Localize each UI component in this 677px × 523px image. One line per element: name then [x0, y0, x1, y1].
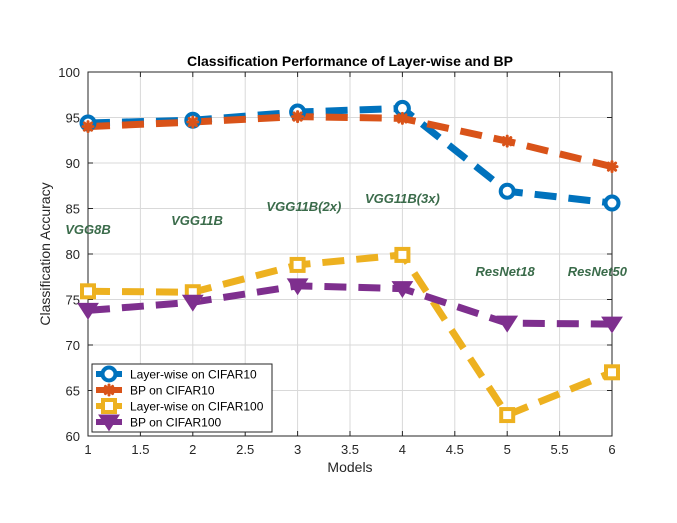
- ticks: 1 1.5 2 2.5 3 3.5 4 4.5 5 5.5 6 60 65 70 75 80 85 90 95 100: [58, 65, 615, 457]
- legend-swatch-marker: [101, 398, 117, 414]
- series-lines: [87, 104, 614, 419]
- model-annotation: VGG11B: [171, 213, 223, 228]
- series-3-point: [286, 278, 309, 296]
- legend: Layer-wise on CIFAR10 BP on CIFAR10 Layer-…: [91, 363, 273, 433]
- y-tick-label: 70: [66, 338, 80, 353]
- y-tick-label: 65: [66, 384, 80, 399]
- x-tick-label: 6: [608, 442, 615, 457]
- series-1-point: [500, 134, 514, 148]
- x-axis-label: Models: [327, 459, 372, 475]
- series-2-point: [289, 256, 306, 273]
- y-tick-label: 85: [66, 202, 80, 217]
- legend-swatch-marker: [102, 383, 116, 397]
- y-tick-label: 100: [58, 65, 80, 80]
- x-tick-label: 4.5: [446, 442, 464, 457]
- x-tick-label: 5: [504, 442, 511, 457]
- legend-entry: BP on CIFAR100: [96, 414, 221, 432]
- series-1-point: [605, 160, 619, 174]
- legend-label: Layer-wise on CIFAR100: [130, 400, 264, 414]
- series-2-point: [394, 246, 411, 263]
- series-markers: [77, 99, 623, 424]
- series-1-point: [291, 110, 305, 124]
- x-tick-label: 3.5: [341, 442, 359, 457]
- legend-swatch-marker: [100, 365, 118, 383]
- series-1-point: [395, 111, 409, 125]
- series-3-point: [601, 316, 623, 334]
- x-tick-label: 3: [294, 442, 301, 457]
- series-line-1: [87, 113, 613, 171]
- chart-title: Classification Performance of Layer-wise…: [187, 53, 513, 69]
- legend-label: Layer-wise on CIFAR10: [130, 368, 257, 382]
- y-axis-label: Classification Accuracy: [37, 182, 53, 325]
- y-tick-label: 75: [66, 293, 80, 308]
- legend-label: BP on CIFAR100: [130, 416, 221, 430]
- x-tick-label: 1.5: [131, 442, 149, 457]
- x-tick-label: 2: [189, 442, 196, 457]
- x-tick-label: 2.5: [236, 442, 254, 457]
- y-tick-label: 60: [66, 429, 80, 444]
- y-tick-label: 95: [66, 111, 80, 126]
- series-3-point: [181, 294, 204, 312]
- x-tick-label: 5.5: [551, 442, 569, 457]
- series-3-point: [496, 315, 519, 333]
- series-3-point: [391, 281, 414, 299]
- model-annotation: ResNet18: [475, 264, 535, 279]
- series-1-point: [186, 115, 200, 129]
- y-tick-label: 90: [66, 156, 80, 171]
- series-0-point: [603, 194, 621, 212]
- model-annotation: ResNet50: [568, 264, 628, 279]
- annotations: VGG8B VGG11B VGG11B(2x) VGG11B(3x) ResNet18 R…: [65, 191, 627, 279]
- model-annotation: VGG8B: [65, 222, 111, 237]
- series-2-point: [604, 364, 620, 381]
- legend-entry: Layer-wise on CIFAR100: [96, 398, 264, 414]
- series-line-3: [87, 282, 613, 328]
- legend-entry: Layer-wise on CIFAR10: [96, 365, 257, 383]
- legend-swatch-marker: [98, 414, 120, 432]
- x-tick-label: 1: [84, 442, 91, 457]
- legend-entry: BP on CIFAR10: [96, 383, 215, 398]
- series-3-point: [77, 302, 99, 320]
- series-2-point: [499, 407, 516, 424]
- y-tick-label: 80: [66, 247, 80, 262]
- series-2-point: [80, 283, 96, 300]
- model-annotation: VGG11B(2x): [266, 199, 341, 214]
- series-0-point: [498, 182, 516, 200]
- series-line-2: [87, 251, 614, 419]
- legend-label: BP on CIFAR10: [130, 384, 215, 398]
- model-annotation: VGG11B(3x): [365, 191, 440, 206]
- x-tick-label: 4: [399, 442, 406, 457]
- series-1-point: [81, 120, 95, 134]
